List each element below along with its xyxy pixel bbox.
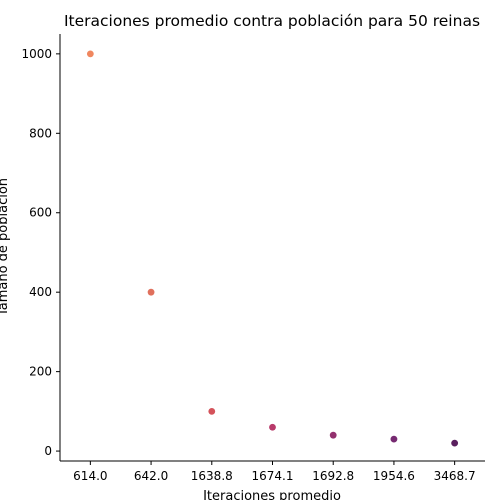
y-tick-label: 400 [29,285,52,299]
y-axis-label: Tamaño de población [0,178,11,317]
data-point [329,431,337,439]
y-axis-ticks: 0 200 400 600 800 1000 [21,47,60,458]
y-tick-label: 0 [44,444,52,458]
x-tick-label: 1954.6 [373,469,415,483]
y-tick-label: 600 [29,206,52,220]
x-tick-label: 1674.1 [252,469,294,483]
data-point [147,288,155,296]
data-point [269,423,276,431]
data-point [390,435,398,443]
x-tick-label: 3468.7 [434,469,476,483]
data-points [86,50,459,447]
chart-title: Iteraciones promedio contra población pa… [64,12,480,30]
y-tick-label: 200 [29,365,52,379]
x-tick-label: 1638.8 [191,469,233,483]
x-tick-label: 642.0 [134,469,168,483]
x-axis-label: Iteraciones promedio [203,489,341,500]
data-point [86,50,94,58]
data-point [208,407,216,415]
x-tick-label: 1692.8 [312,469,354,483]
y-tick-label: 1000 [21,47,52,61]
x-axis-ticks: 614.0 642.0 1638.8 1674.1 1692.8 1954.6 3468.7 [73,461,476,483]
data-point [451,439,459,447]
x-tick-label: 614.0 [73,469,107,483]
y-tick-label: 800 [29,126,52,140]
